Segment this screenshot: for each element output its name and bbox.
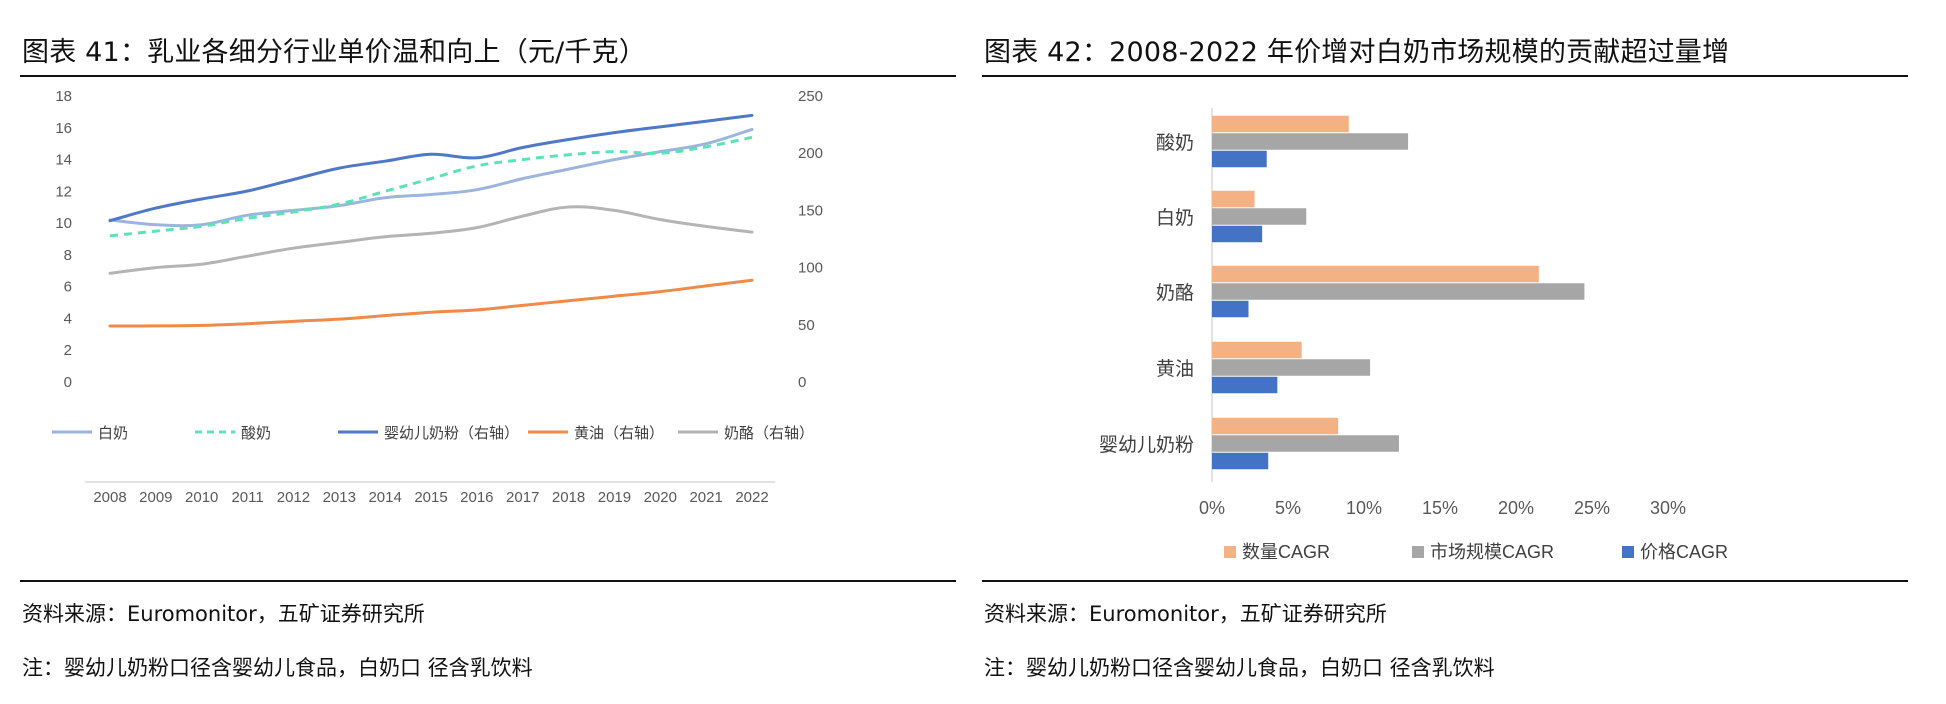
x-tick-label: 25%: [1574, 498, 1610, 518]
bar-qty: [1212, 417, 1339, 435]
x-tick-label: 2016: [460, 489, 493, 506]
line-series-group: [108, 113, 754, 328]
left-y-tick-label: 12: [55, 183, 72, 200]
line-chart: 0 2 4 6 8 10 12 14 16 18 0 50 100 150 200 250 2008 2009…: [52, 88, 823, 506]
x-tick-label: 2009: [139, 489, 172, 506]
x-tick-label: 2022: [735, 489, 768, 506]
x-tick-label: 5%: [1275, 498, 1301, 518]
category-label: 白奶: [1156, 207, 1194, 229]
x-tick-label: 2019: [598, 489, 631, 506]
bar-price: [1212, 225, 1263, 243]
left-source-text: 资料来源：Euromonitor，五矿证券研究所: [22, 602, 425, 626]
legend-swatch: [1224, 546, 1236, 558]
left-y-tick-label: 0: [64, 374, 72, 391]
bars-group: [1212, 115, 1585, 470]
series-line-butter: [108, 278, 754, 328]
left-y-tick-label: 6: [64, 279, 72, 296]
category-label: 黄油: [1156, 358, 1194, 380]
bar-market: [1212, 208, 1307, 225]
legend-label: 黄油（右轴）: [574, 425, 664, 442]
x-tick-label: 2013: [323, 489, 356, 506]
bar-qty: [1212, 115, 1349, 133]
x-tick-label: 2011: [231, 489, 263, 506]
right-y-tick-label: 0: [798, 374, 806, 391]
x-tick-label: 15%: [1422, 498, 1458, 518]
right-title-rule: [982, 75, 1908, 77]
left-y-tick-label: 14: [55, 152, 72, 169]
x-tick-label: 2012: [277, 489, 310, 506]
legend-label: 价格CAGR: [1640, 542, 1728, 562]
right-y-tick-label: 150: [798, 202, 823, 219]
left-y-tick-label: 18: [55, 88, 72, 105]
right-y-tick-label: 200: [798, 145, 823, 162]
x-tick-label: 2021: [689, 489, 722, 506]
legend-swatch: [1412, 546, 1424, 558]
series-line-infant: [108, 113, 754, 223]
left-y-tick-label: 16: [55, 120, 72, 137]
left-bottom-rule: [20, 580, 956, 582]
x-tick-label: 0%: [1199, 498, 1225, 518]
x-tick-label: 10%: [1346, 498, 1382, 518]
x-axis-ticks: 2008 2009 2010 2011 2012 2013 2014 2015 2016 2017…: [93, 489, 768, 506]
legend-label: 婴幼儿奶粉（右轴）: [384, 425, 519, 442]
bar-price: [1212, 300, 1249, 318]
x-axis-ticks: 0% 5% 10% 15% 20% 25% 30%: [1199, 498, 1686, 518]
right-bottom-rule: [982, 580, 1908, 582]
bar-market: [1212, 283, 1585, 300]
left-figure-panel: 图表 41：乳业各细分行业单价温和向上（元/千克） 0 2 4 6 8 10 12 14 16 1…: [0, 0, 960, 704]
x-tick-label: 2015: [414, 489, 447, 506]
left-y-axis-ticks: 0 2 4 6 8 10 12 14 16 18: [55, 88, 72, 391]
legend-label: 数量CAGR: [1242, 542, 1330, 562]
bar-market: [1212, 133, 1409, 150]
bar-qty: [1212, 265, 1539, 283]
x-tick-label: 2017: [506, 489, 539, 506]
left-y-tick-label: 4: [64, 310, 72, 327]
right-note-text: 注：婴幼儿奶粉口径含婴幼儿食品，白奶口 径含乳饮料: [984, 656, 1495, 680]
x-tick-label: 2010: [185, 489, 218, 506]
bar-price: [1212, 376, 1278, 394]
series-line-yogurt: [109, 135, 753, 238]
right-y-tick-label: 50: [798, 317, 815, 334]
right-source-text: 资料来源：Euromonitor，五矿证券研究所: [984, 602, 1387, 626]
right-y-tick-label: 100: [798, 260, 823, 277]
category-label: 婴幼儿奶粉: [1099, 434, 1194, 456]
left-figure-title: 图表 41：乳业各细分行业单价温和向上（元/千克）: [22, 37, 647, 68]
bar-qty: [1212, 190, 1255, 208]
legend-swatch: [1622, 546, 1634, 558]
category-label: 奶酪: [1156, 282, 1194, 304]
x-tick-label: 30%: [1650, 498, 1686, 518]
left-title-rule: [20, 75, 956, 77]
x-tick-label: 2020: [644, 489, 677, 506]
bar-price: [1212, 150, 1267, 168]
right-y-tick-label: 250: [798, 88, 823, 105]
legend-label: 酸奶: [241, 425, 271, 442]
legend-label: 市场规模CAGR: [1430, 542, 1554, 562]
x-tick-label: 2014: [368, 489, 401, 506]
left-y-tick-label: 8: [64, 247, 72, 264]
right-figure-title: 图表 42：2008-2022 年价增对白奶市场规模的贡献超过量增: [984, 37, 1730, 68]
category-label: 酸奶: [1156, 132, 1194, 154]
left-y-tick-label: 10: [55, 215, 72, 232]
left-y-tick-label: 2: [64, 342, 72, 359]
series-line-cheese: [108, 205, 754, 275]
legend-label: 奶酪（右轴）: [724, 425, 814, 442]
series-line-white-milk: [108, 127, 754, 228]
right-y-axis-ticks: 0 50 100 150 200 250: [798, 88, 823, 391]
x-tick-label: 2008: [93, 489, 126, 506]
line-chart-legend: 白奶 酸奶 婴幼儿奶粉（右轴） 黄油（右轴） 奶酪（右轴）: [52, 425, 814, 442]
x-tick-label: 20%: [1498, 498, 1534, 518]
bar-chart-legend: 数量CAGR 市场规模CAGR 价格CAGR: [1224, 542, 1728, 562]
legend-label: 白奶: [98, 425, 128, 442]
bar-price: [1212, 452, 1269, 470]
left-note-text: 注：婴幼儿奶粉口径含婴幼儿食品，白奶口 径含乳饮料: [22, 656, 533, 680]
bar-market: [1212, 435, 1399, 452]
bar-qty: [1212, 341, 1302, 359]
x-tick-label: 2018: [552, 489, 585, 506]
right-figure-panel: 图表 42：2008-2022 年价增对白奶市场规模的贡献超过量增 酸奶白奶奶酪…: [980, 0, 1946, 704]
bar-market: [1212, 359, 1371, 376]
